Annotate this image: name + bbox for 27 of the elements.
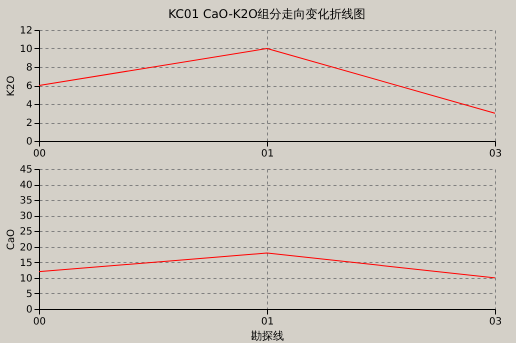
y-tick-label: 20 <box>20 242 32 254</box>
x-tick-label: 03 <box>489 148 502 160</box>
x-tick-label: 01 <box>261 316 274 328</box>
y-axis-title: K2O <box>6 75 17 96</box>
y-tick-label: 12 <box>20 26 32 36</box>
x-tick-label: 03 <box>489 316 502 328</box>
y-tick-label: 10 <box>20 44 32 55</box>
y-tick-label: 8 <box>26 62 32 74</box>
y-tick-label: 10 <box>20 273 32 284</box>
x-axis-title: 勘探线 <box>251 330 284 342</box>
y-tick-label: 6 <box>26 81 32 92</box>
y-axis-title: CaO <box>6 228 17 250</box>
y-tick-label: 40 <box>20 180 32 192</box>
x-tick-label: 00 <box>33 148 46 160</box>
y-tick-label: 25 <box>20 226 32 238</box>
y-tick-label: 30 <box>20 211 32 222</box>
y-tick-label: 5 <box>26 288 32 300</box>
y-tick-label: 15 <box>20 258 32 269</box>
x-tick-label: 00 <box>33 316 46 328</box>
y-tick-label: 2 <box>26 118 32 129</box>
x-tick-label: 01 <box>261 148 274 160</box>
y-tick-label: 4 <box>26 100 32 110</box>
y-tick-label: 0 <box>26 304 32 316</box>
y-tick-label: 0 <box>26 136 32 148</box>
y-tick-label: 45 <box>20 164 32 176</box>
chart-title: KC01 CaO-K2O组分走向变化折线图 <box>168 7 366 21</box>
y-tick-label: 35 <box>20 196 32 207</box>
